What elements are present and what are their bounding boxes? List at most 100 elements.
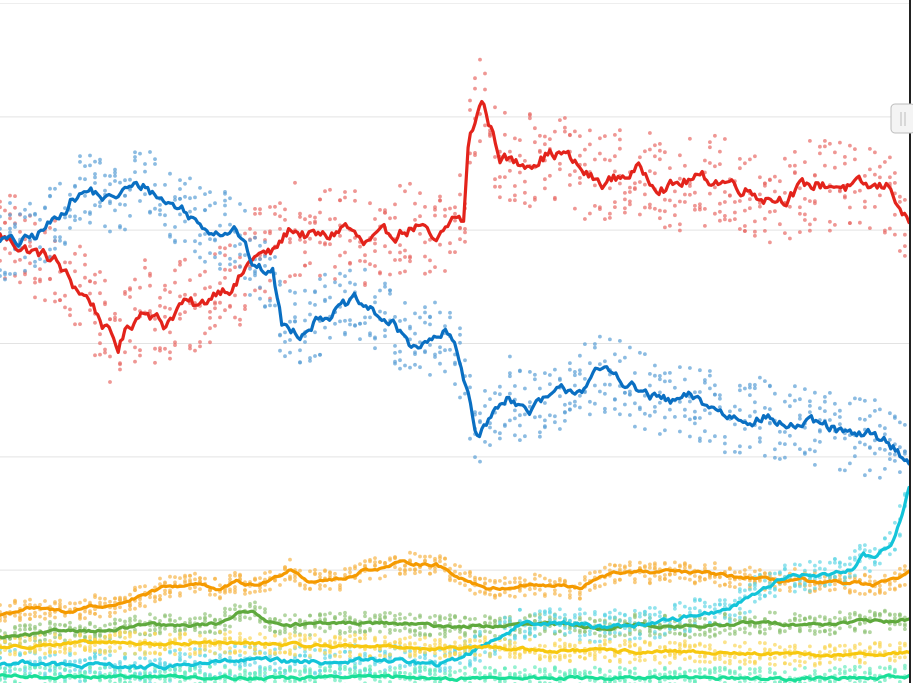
poll-dot (553, 580, 557, 584)
poll-dot (393, 344, 397, 348)
poll-dot (678, 576, 682, 580)
poll-dot (718, 396, 722, 401)
poll-dot (693, 203, 697, 208)
poll-dot (743, 386, 747, 391)
poll-dot (593, 583, 597, 588)
poll-dot (683, 670, 687, 674)
poll-dot (518, 576, 522, 580)
poll-dot (833, 412, 837, 416)
poll-dot (423, 554, 427, 559)
poll-dot (198, 630, 202, 635)
poll-dot (438, 242, 442, 247)
poll-dot (813, 568, 817, 573)
poll-dot (903, 655, 907, 660)
poll-dot (263, 240, 267, 245)
poll-dot (818, 629, 822, 634)
poll-dot (188, 209, 192, 214)
poll-dot (673, 415, 677, 419)
poll-dot (473, 652, 477, 657)
poll-dot (23, 639, 27, 644)
poll-dot (418, 365, 422, 370)
poll-dot (23, 627, 27, 632)
poll-dot (463, 639, 467, 644)
poll-dot (903, 641, 907, 646)
poll-dot (293, 630, 297, 634)
poll-dot (503, 576, 507, 580)
poll-dot (238, 672, 242, 677)
poll-dot (108, 174, 112, 178)
poll-dot (823, 163, 827, 168)
poll-dot (238, 613, 242, 617)
poll-dot (573, 129, 577, 134)
poll-dot (563, 402, 567, 407)
poll-dot (393, 670, 397, 675)
poll-dot (373, 677, 377, 682)
poll-dot (83, 670, 87, 675)
poll-dot (303, 636, 307, 641)
poll-dot (343, 318, 347, 323)
poll-dot (268, 648, 272, 653)
poll-dot (748, 382, 752, 387)
poll-dot (133, 606, 137, 611)
poll-dot (708, 627, 712, 632)
poll-dot (653, 154, 657, 159)
poll-dot (233, 573, 237, 578)
poll-dot (148, 633, 152, 637)
poll-dot (293, 668, 297, 673)
poll-dot (318, 647, 322, 652)
poll-dot (58, 666, 62, 670)
poll-dot (193, 348, 197, 353)
poll-dot (73, 644, 77, 648)
poll-dot (583, 575, 587, 579)
poll-dot (443, 562, 447, 567)
poll-dot (433, 651, 437, 656)
poll-dot (498, 436, 502, 441)
poll-dot (688, 618, 692, 623)
poll-dot (0, 268, 2, 272)
poll-dot (828, 588, 832, 593)
poll-dot (443, 207, 447, 212)
poll-dot (93, 172, 97, 176)
poll-dot (53, 615, 57, 620)
poll-dot (283, 330, 287, 335)
poll-dot (823, 646, 827, 651)
poll-dot (733, 217, 737, 222)
poll-dot (348, 617, 352, 621)
poll-dot (728, 613, 732, 618)
poll-dot (303, 653, 307, 658)
poll-dot (233, 293, 237, 298)
poll-dot (763, 578, 767, 583)
poll-dot (613, 653, 617, 657)
poll-dot (508, 593, 512, 598)
poll-dot (108, 622, 112, 627)
poll-dot (843, 468, 847, 473)
poll-dot (408, 649, 412, 654)
poll-dot (288, 577, 292, 582)
poll-dot (698, 654, 702, 659)
poll-dot (378, 629, 382, 634)
poll-dot (493, 621, 497, 626)
poll-dot (828, 418, 832, 422)
poll-dot (818, 662, 822, 666)
poll-dot (78, 615, 82, 620)
poll-dot (78, 283, 82, 288)
poll-dot (423, 310, 427, 315)
poll-dot (448, 241, 452, 246)
poll-dot (243, 668, 247, 673)
poll-dot (838, 610, 842, 615)
poll-dot (758, 426, 762, 430)
poll-dot (108, 649, 112, 653)
poll-dot (758, 375, 762, 380)
poll-dot (148, 659, 152, 664)
poll-dot (608, 630, 612, 635)
poll-dot (343, 664, 347, 669)
poll-dot (243, 292, 247, 297)
poll-dot (533, 665, 537, 670)
poll-dot (218, 630, 222, 634)
poll-dot (553, 367, 557, 372)
poll-dot (323, 284, 327, 289)
poll-dot (588, 361, 592, 366)
poll-dot (478, 57, 482, 62)
poll-dot (58, 598, 62, 603)
